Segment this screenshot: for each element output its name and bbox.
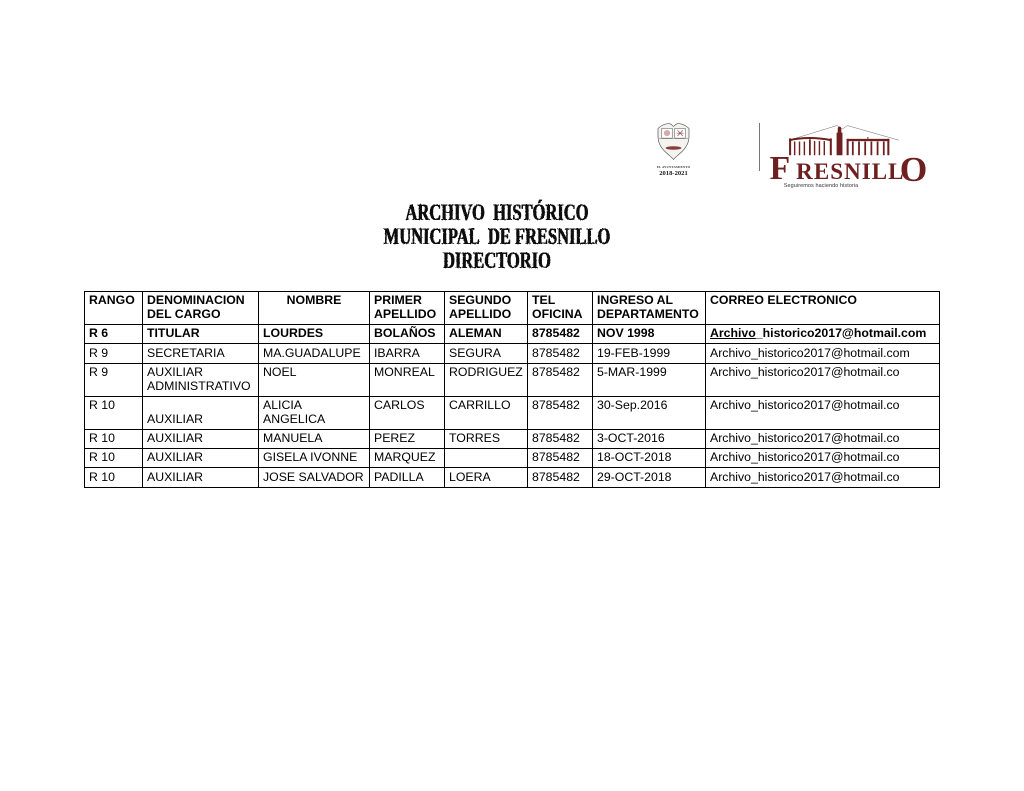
svg-text:Seguiremos haciendo historia: Seguiremos haciendo historia [784,183,859,189]
svg-text:F: F [770,150,790,187]
svg-text:2018-2021: 2018-2021 [659,170,688,177]
svg-text:EL AYUNTAMIENTO: EL AYUNTAMIENTO [657,165,691,169]
svg-text:RESNILL: RESNILL [796,158,904,184]
svg-text:O: O [900,149,928,189]
